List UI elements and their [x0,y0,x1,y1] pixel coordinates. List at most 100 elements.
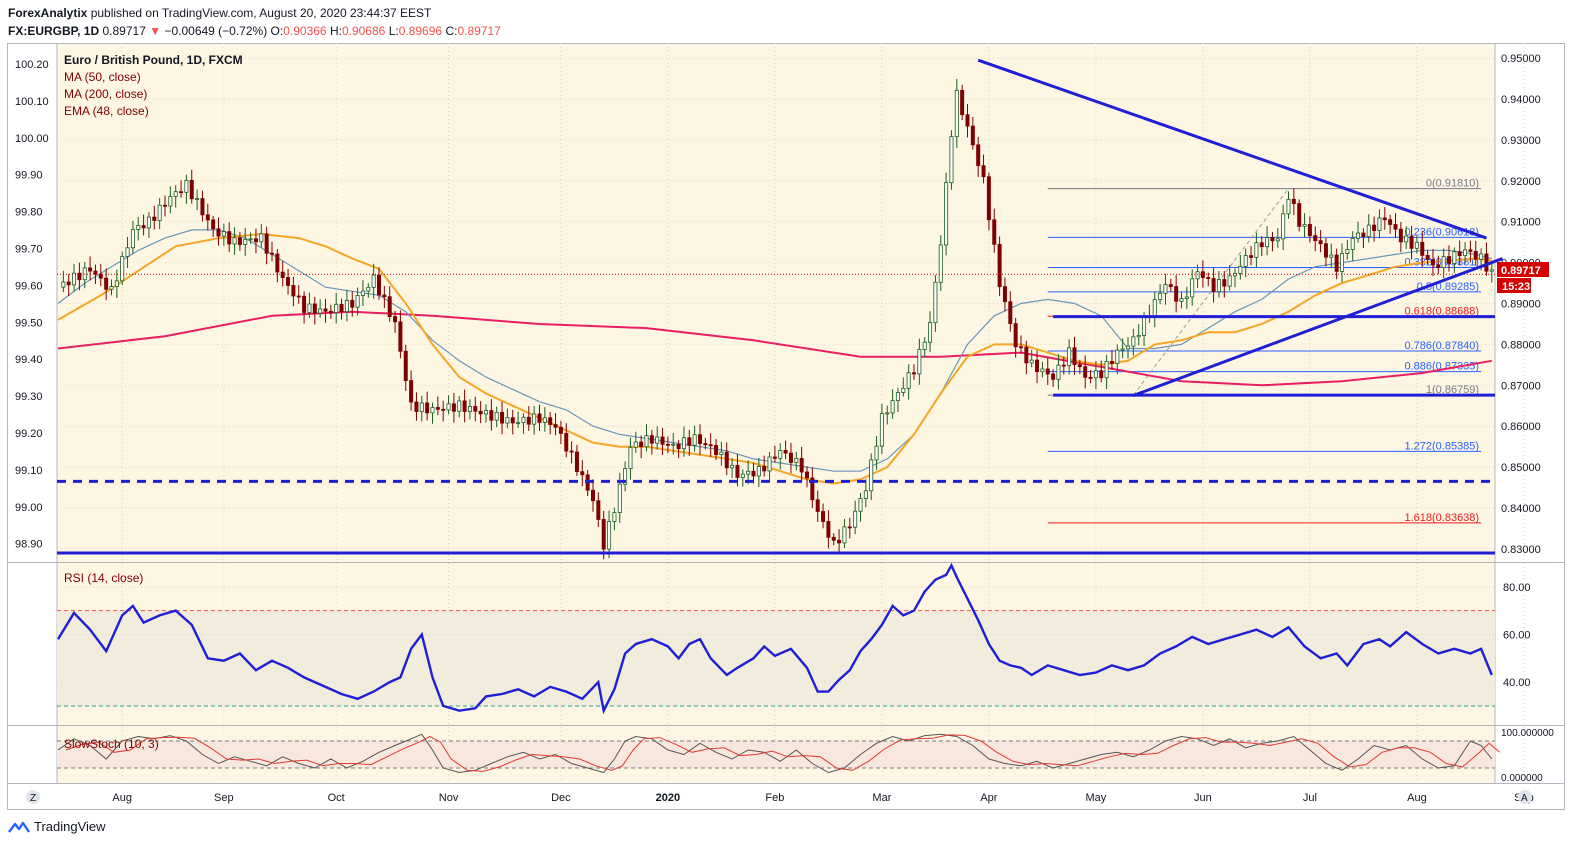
price-change: −0.00649 (−0.72%) [164,24,268,38]
candle-body [746,470,751,475]
candle-body [751,470,756,477]
candle-body [505,417,510,424]
candle-body [243,238,248,245]
rsi-layer: 80.00 60.00 40.00 [56,562,1531,715]
candle-body [906,372,911,389]
candle-body [61,281,66,288]
time-tick: Aug [1407,792,1427,804]
chart-outer-border [7,43,1565,810]
candle-body [938,244,943,283]
candle-body [623,468,628,485]
candle-body [548,417,553,425]
auto-button-label: A [1521,793,1528,804]
candle-body [1489,269,1494,272]
candle-body [564,432,569,452]
auto-scale-button[interactable]: A [1518,790,1532,804]
candle-body [655,436,660,444]
candle-body [805,471,810,479]
candle-body [350,300,355,308]
right-price-tick: 0.87000 [1501,380,1541,392]
legend-ema48: EMA (48, close) [64,104,149,118]
candle-body [1398,228,1403,243]
right-price-tick: 0.93000 [1501,135,1541,147]
candle-body [885,412,890,415]
candle-body [521,416,526,424]
candle-body [997,243,1002,288]
candle-body [173,191,178,197]
candle-body [318,308,323,314]
candle-body [216,228,221,237]
candle-body [665,443,670,446]
symbol-label[interactable]: FX:EURGBP, 1D [8,24,100,38]
candle-body [1029,359,1034,364]
candle-body [553,424,558,428]
candle-body [644,435,649,448]
candle-body [714,445,719,456]
candle-body [1013,323,1018,348]
candle-body [976,144,981,167]
candle-body [1291,198,1296,204]
low-value: 0.89696 [398,24,443,38]
candle-body [1002,286,1007,303]
countdown-badge-text: 15:23 [1502,281,1530,293]
stoch-band [57,741,1495,768]
candle-body [1361,232,1366,237]
candle-body [1313,235,1318,242]
candle-body [1142,315,1147,336]
low-label: L: [388,24,399,38]
candle-body [425,402,430,414]
time-tick: Jul [1303,792,1317,804]
candle-body [1179,298,1184,302]
candle-body [1222,279,1227,287]
candle-body [157,204,162,221]
candle-body [558,426,563,434]
right-price-tick: 0.89000 [1501,299,1541,311]
candle-body [874,445,879,461]
candle-body [451,403,456,412]
candle-body [323,308,328,312]
trendlines-layer[interactable] [57,58,1504,555]
publisher-name[interactable]: ForexAnalytix [8,6,88,20]
right-price-tick: 0.88000 [1501,339,1541,351]
candle-body [414,401,419,412]
candle-body [895,392,900,401]
candle-body [1265,237,1270,248]
candle-body [130,229,135,249]
candle-body [724,451,729,469]
candle-body [890,400,895,414]
zoom-button[interactable]: Z [26,790,40,804]
left-scale-tick: 100.20 [15,59,49,71]
candle-body [612,512,617,522]
candle-body [510,417,515,424]
candle-body [291,285,296,297]
candle-body [574,451,579,472]
candle-body [1206,277,1211,279]
candle-body [162,204,167,207]
left-scale-tick: 99.90 [15,170,43,182]
candle-body [307,303,312,313]
close-value: 0.89717 [457,24,501,38]
rsi-tick: 60.00 [1503,629,1531,641]
footer-brand[interactable]: TradingView [34,819,106,834]
candle-body [1088,376,1093,379]
candle-body [1254,242,1259,258]
candle-body [837,539,842,544]
candle-body [441,408,446,411]
candle-body [842,526,847,544]
candle-body [237,237,242,245]
rsi-band [57,610,1495,706]
candle-body [917,349,922,375]
candle-body [205,214,210,221]
time-tick: Mar [872,792,891,804]
candle-body [286,277,291,286]
candle-body [735,464,740,478]
candle-body [1211,278,1216,293]
candle-body [1409,235,1414,249]
stoch-tick: 100.000000 [1501,728,1554,739]
candle-body [334,303,339,313]
candle-body [328,310,333,313]
stoch-d-line [65,734,1501,772]
trendline-triangle-upper [977,58,1487,240]
zoom-button-label: Z [30,793,36,804]
